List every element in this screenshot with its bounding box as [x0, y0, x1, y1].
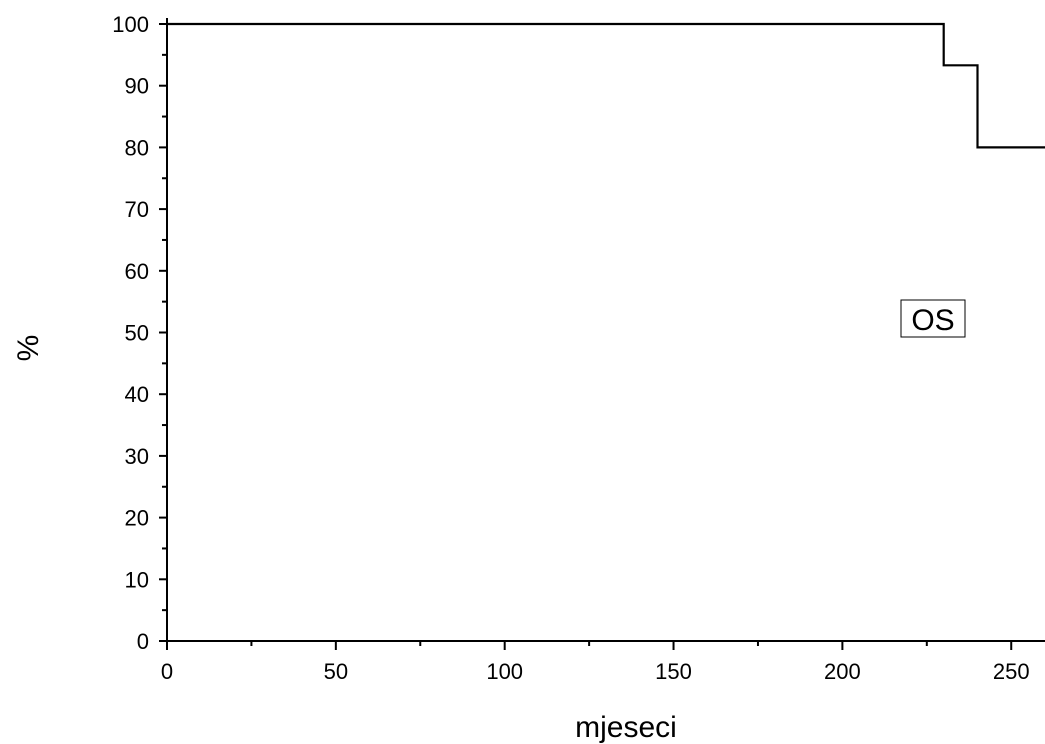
y-tick-label: 0: [137, 629, 149, 654]
y-tick-label: 70: [125, 197, 149, 222]
series-line-os: [167, 22, 1045, 149]
y-tick-label: 40: [125, 382, 149, 407]
legend-box: [900, 299, 966, 338]
series-group: [167, 22, 1045, 149]
x-axis-title: mjeseci: [575, 711, 677, 744]
y-tick-label: 80: [125, 135, 149, 160]
x-tick-label: 250: [993, 659, 1030, 684]
x-ticks: 0 50 100 150 200 250: [161, 641, 1030, 684]
x-tick-label: 100: [486, 659, 523, 684]
x-tick-label: 0: [161, 659, 173, 684]
legend-label-os: OS: [911, 304, 954, 337]
y-tick-label: 30: [125, 444, 149, 469]
x-tick-label: 50: [324, 659, 348, 684]
x-tick-label: 150: [655, 659, 692, 684]
y-tick-label: 50: [125, 321, 149, 346]
y-tick-label: 20: [125, 506, 149, 531]
legend: OS: [900, 299, 966, 338]
y-ticks: 0 10 20 30 40 50 60 70 80 90 100: [112, 12, 167, 654]
y-tick-label: 60: [125, 259, 149, 284]
x-tick-label: 200: [824, 659, 861, 684]
y-tick-label: 90: [125, 74, 149, 99]
y-tick-label: 10: [125, 567, 149, 592]
y-tick-label: 100: [112, 12, 149, 37]
axes: [166, 18, 1045, 642]
y-axis-title: %: [12, 335, 45, 362]
